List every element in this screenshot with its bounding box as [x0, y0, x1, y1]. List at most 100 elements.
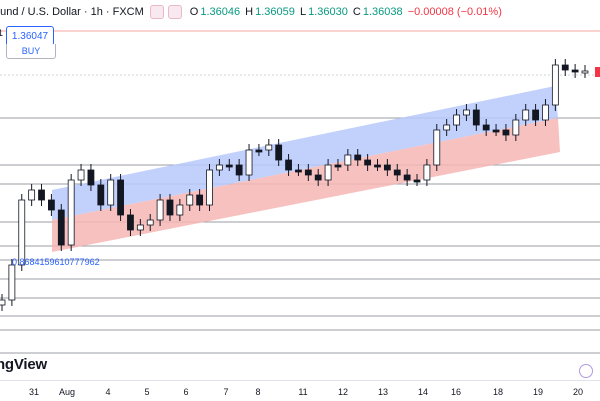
candles: [0, 59, 589, 311]
candle-body: [571, 69, 579, 73]
x-tick-label: Aug: [58, 387, 76, 397]
price-axis-tag: [595, 67, 600, 77]
candle-body: [453, 114, 460, 126]
x-tick-label: 5: [144, 387, 150, 397]
candle-body: [561, 64, 569, 71]
candle-body: [522, 109, 530, 121]
order-price[interactable]: 1.36047: [6, 26, 54, 46]
candle-body: [245, 149, 253, 176]
channel-lower-band: [52, 118, 560, 252]
candle-body: [196, 194, 204, 206]
candle-body: [285, 159, 292, 171]
candle-body: [117, 179, 124, 216]
candle-body: [542, 104, 549, 121]
candle-body: [265, 144, 273, 151]
open-value: 1.36046: [200, 6, 241, 18]
candle-body: [354, 154, 362, 161]
candle-body: [176, 204, 184, 216]
candle-body: [87, 169, 95, 186]
x-tick-label: 6: [183, 387, 189, 397]
candle-body: [344, 154, 352, 166]
symbol-legend[interactable]: ound / U.S. Dollar · 1h · FXCM O 1.36046 …: [0, 4, 504, 20]
x-tick-label: 14: [417, 387, 429, 397]
axis-tag: 1: [0, 28, 4, 38]
high-value: 1.36059: [255, 6, 295, 18]
candle-body: [393, 169, 401, 176]
candle-body: [532, 109, 539, 121]
candle-body: [374, 164, 381, 168]
candle-body: [492, 129, 500, 133]
candle-body: [18, 199, 26, 266]
buy-button[interactable]: BUY: [6, 44, 56, 59]
symbol-name[interactable]: ound / U.S. Dollar · 1h · FXCM: [0, 6, 144, 18]
x-tick-label: 13: [377, 387, 389, 397]
candle-body: [67, 179, 75, 246]
candle-body: [77, 169, 85, 181]
candle-body: [482, 124, 490, 131]
candle-body: [295, 169, 302, 173]
candle-body: [255, 149, 263, 153]
candle-body: [136, 224, 144, 231]
candle-body: [551, 64, 559, 106]
candle-body: [215, 164, 223, 171]
change-value: −0.00008 (−0.01%): [407, 6, 502, 18]
candle-body: [423, 164, 431, 181]
candle-body: [28, 189, 36, 201]
high-label: H: [245, 6, 254, 18]
candle-body: [502, 129, 510, 136]
candle-body: [166, 199, 174, 216]
x-tick-label: 12: [337, 387, 349, 397]
candle-body: [38, 189, 45, 201]
candle-body: [0, 299, 6, 306]
x-tick-label: 11: [298, 387, 308, 397]
candle-body: [383, 164, 391, 171]
candle-body: [413, 179, 421, 183]
candle-body: [304, 169, 312, 176]
fib-level-label: 0.8684159610777962: [12, 257, 100, 267]
x-tick-label: 20: [572, 387, 584, 397]
candle-body: [364, 159, 372, 166]
candle-body: [156, 199, 164, 221]
candle-body: [443, 124, 451, 131]
candle-body: [107, 179, 115, 206]
candle-body: [235, 164, 243, 176]
candle-body: [186, 194, 194, 206]
close-value: 1.36038: [362, 6, 403, 18]
candle-body: [127, 214, 134, 231]
open-label: O: [189, 6, 199, 18]
brand-logo: ingView: [0, 356, 48, 373]
candle-body: [57, 209, 65, 246]
low-label: L: [299, 6, 307, 18]
x-tick-label: 31: [28, 387, 40, 397]
candle-body: [8, 264, 16, 301]
x-tick-label: 7: [223, 387, 229, 397]
candle-body: [48, 199, 55, 211]
time-axis[interactable]: 31 Aug 4 5 6 7 8 9 11 12 13 14 16 18 19 …: [0, 380, 600, 401]
eye-icon[interactable]: [149, 5, 164, 19]
candle-body: [225, 164, 233, 168]
x-tick-label: 8: [255, 387, 261, 397]
ohlc-values: O 1.36046 H 1.36059 L 1.36030 C 1.36038 −0.0…: [190, 6, 504, 18]
candle-body: [314, 174, 322, 181]
candle-body: [275, 144, 283, 161]
low-value: 1.36030: [308, 6, 348, 18]
price-chart[interactable]: [0, 0, 600, 380]
close-label: C: [352, 6, 361, 18]
settings-icon[interactable]: [579, 364, 593, 378]
x-tick-label: 4: [105, 387, 111, 397]
x-tick-label: 18: [492, 387, 504, 397]
candle-body: [463, 109, 470, 116]
channel-upper-band: [52, 86, 558, 220]
candle-body: [433, 129, 441, 166]
candle-body: [146, 219, 154, 226]
candle-body: [334, 164, 342, 168]
candle-body: [206, 169, 213, 206]
candle-body: [581, 70, 589, 74]
candle-body: [403, 174, 411, 181]
x-tick-label: 19: [532, 387, 544, 397]
candle-body: [97, 184, 105, 206]
flag-icon[interactable]: [167, 5, 182, 19]
candle-body: [472, 109, 480, 126]
x-tick-label: 16: [450, 387, 462, 397]
